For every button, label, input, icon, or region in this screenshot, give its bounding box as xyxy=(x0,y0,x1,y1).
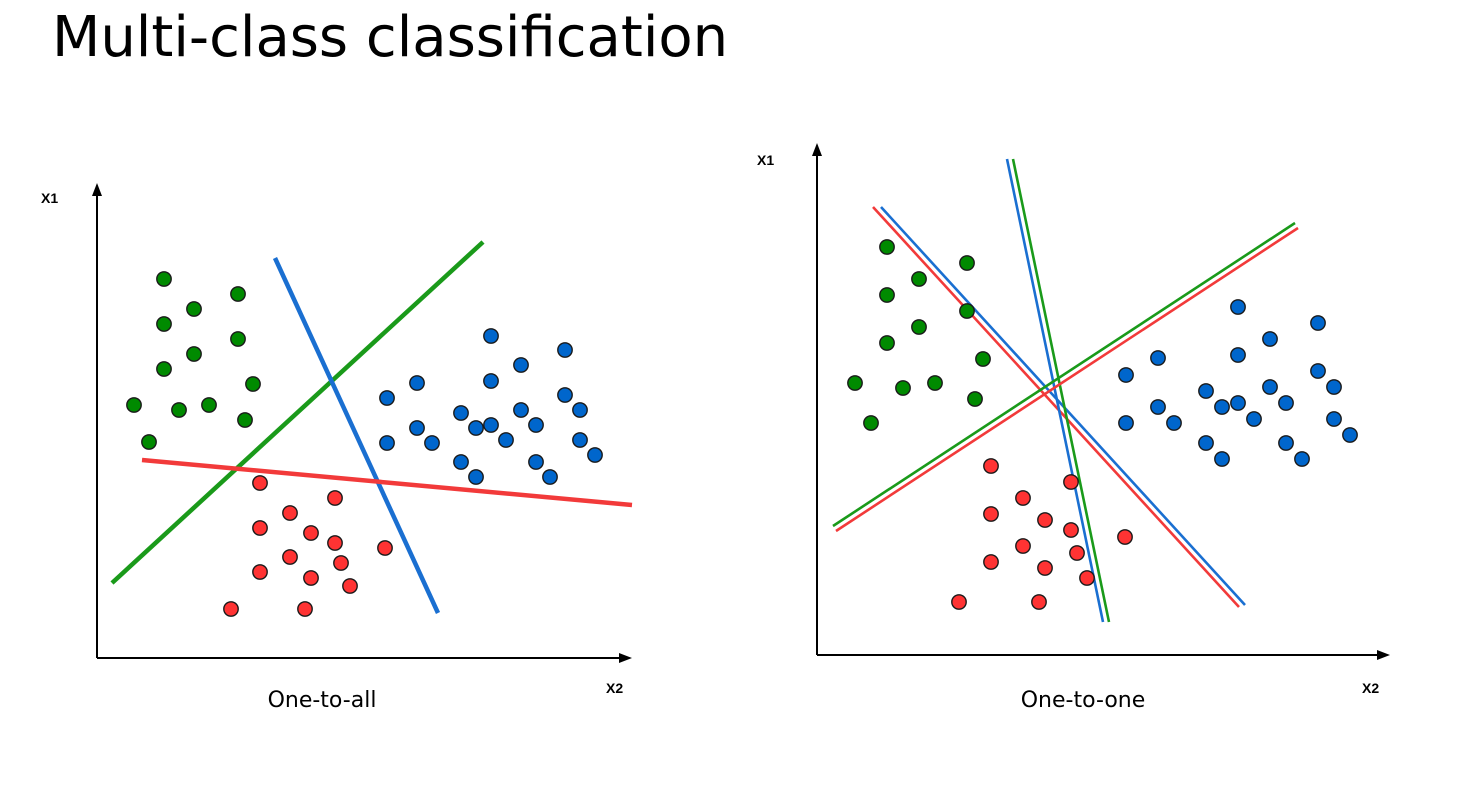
one-to-all-blue-point xyxy=(379,435,395,451)
y-axis-label: X1 xyxy=(41,190,58,206)
one-to-all-green-point xyxy=(186,346,202,362)
one-to-all-red-point xyxy=(327,490,343,506)
one-to-all-green-point xyxy=(156,361,172,377)
y-axis-arrow xyxy=(92,183,102,196)
one-to-all-green-point xyxy=(230,331,246,347)
one-to-all-blue-point xyxy=(483,373,499,389)
one-to-all-blue-point xyxy=(379,390,395,406)
one-to-all-boundary-lines xyxy=(110,240,633,614)
one-to-all-red-point xyxy=(252,520,268,536)
one-to-all-blue-point xyxy=(483,417,499,433)
one-to-all-blue-point xyxy=(424,435,440,451)
one-to-all-green-boundary-line xyxy=(110,240,485,585)
one-to-all-blue-point xyxy=(468,420,484,436)
one-to-all-blue-point xyxy=(513,357,529,373)
one-to-all-blue-point xyxy=(572,402,588,418)
one-to-all-blue-point xyxy=(498,432,514,448)
one-to-all-red-point xyxy=(297,601,313,617)
one-to-all-red-point xyxy=(333,555,349,571)
one-to-all-green-point xyxy=(171,402,187,418)
one-to-all-blue-point xyxy=(483,328,499,344)
one-to-all-points xyxy=(126,271,603,617)
one-to-one-caption: One-to-one xyxy=(1020,688,1146,713)
one-to-all-red-point xyxy=(342,578,358,594)
one-to-all-blue-point xyxy=(409,375,425,391)
one-to-all-caption: One-to-all xyxy=(267,688,377,713)
one-to-all-blue-point xyxy=(453,405,469,421)
one-to-all-red-point xyxy=(303,525,319,541)
one-to-all-blue-point xyxy=(557,387,573,403)
one-to-all-blue-point xyxy=(572,432,588,448)
one-to-all-blue-point xyxy=(542,469,558,485)
one-to-all-red-point xyxy=(303,570,319,586)
one-to-all-green-point xyxy=(186,301,202,317)
one-to-all-red-point xyxy=(252,475,268,491)
one-to-all-green-point xyxy=(201,397,217,413)
x-axis-label: X2 xyxy=(606,680,623,696)
one-to-all-green-point xyxy=(237,412,253,428)
one-to-all-green-point xyxy=(126,397,142,413)
one-to-all-blue-point xyxy=(513,402,529,418)
one-to-all-red-point xyxy=(327,535,343,551)
one-to-all-red-boundary-line xyxy=(141,457,633,508)
one-to-all-green-point xyxy=(230,286,246,302)
one-to-all-blue-point xyxy=(528,454,544,470)
one-to-all-blue-boundary-line xyxy=(272,257,441,614)
one-to-all-red-point xyxy=(252,564,268,580)
one-to-all-green-point xyxy=(156,316,172,332)
one-to-all-red-point xyxy=(282,505,298,521)
one-to-all-blue-point xyxy=(468,469,484,485)
one-to-all-green-point xyxy=(156,271,172,287)
one-to-all-blue-point xyxy=(557,342,573,358)
slide-title: Multi-class classification xyxy=(52,5,729,70)
one-to-all-red-point xyxy=(223,601,239,617)
one-to-all-red-point xyxy=(377,540,393,556)
x-axis-arrow xyxy=(619,653,632,663)
one-to-all-axes: X1 X2 xyxy=(41,183,632,696)
one-to-all-green-point xyxy=(245,376,261,392)
one-to-all-blue-point xyxy=(409,420,425,436)
one-to-all-green-point xyxy=(141,434,157,450)
one-to-all-blue-point xyxy=(528,417,544,433)
one-to-all-red-point xyxy=(282,549,298,565)
one-to-all-blue-point xyxy=(587,447,603,463)
one-to-all-blue-point xyxy=(453,454,469,470)
